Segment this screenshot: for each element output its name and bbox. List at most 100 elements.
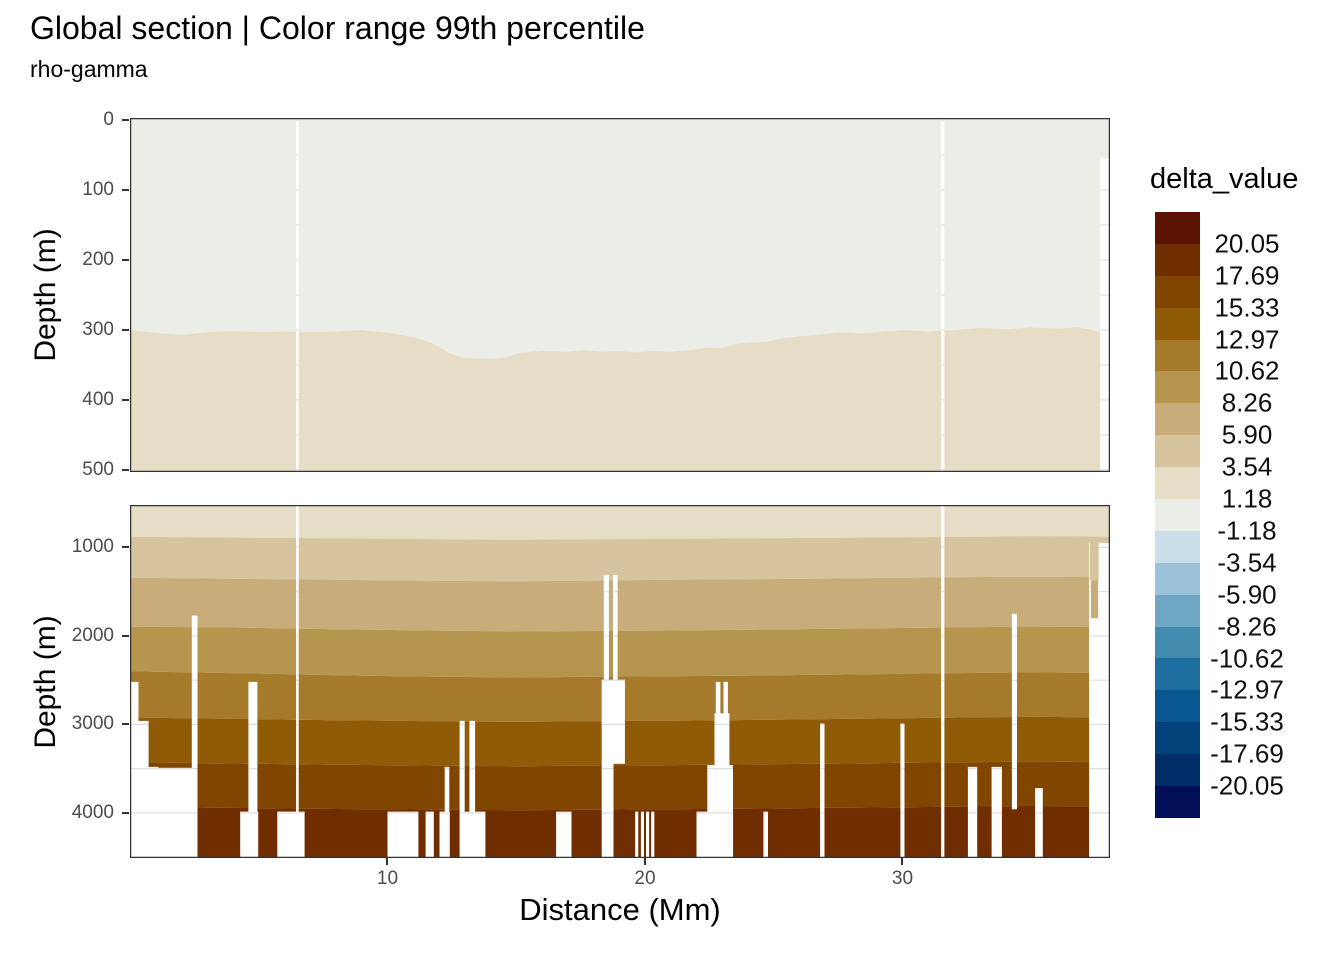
legend-color-segment: [1155, 562, 1200, 595]
contour-band: [130, 118, 1110, 359]
y-tick-mark: [122, 811, 129, 814]
missing-data-gap: [707, 765, 733, 858]
legend-break-label: 1.18: [1221, 483, 1273, 514]
missing-data-gap: [820, 723, 825, 858]
missing-data-gap: [462, 811, 486, 858]
missing-data-gap: [296, 505, 299, 858]
x-tick-label: 20: [634, 868, 656, 889]
missing-data-gap: [469, 720, 476, 858]
data-island: [1089, 543, 1099, 581]
legend-break-label: 20.05: [1214, 228, 1280, 259]
missing-data-gap: [613, 574, 618, 682]
missing-data-gap: [941, 505, 945, 858]
y-tick-label: 1000: [71, 536, 114, 558]
legend-break-label: 15.33: [1214, 292, 1280, 323]
legend-break-label: 10.62: [1214, 355, 1280, 386]
contour-band: [130, 806, 1110, 858]
legend-color-segment: [1155, 212, 1200, 244]
y-tick-label: 300: [82, 318, 114, 340]
y-tick-mark: [122, 634, 129, 637]
x-tick-mark: [386, 858, 389, 865]
legend-color-segment: [1155, 754, 1200, 787]
legend-break-label: -8.26: [1217, 611, 1277, 642]
legend-break-label: 5.90: [1221, 419, 1273, 450]
x-tick-label: 10: [376, 868, 399, 889]
missing-data-gap: [603, 574, 609, 682]
legend-color-segment: [1155, 786, 1200, 818]
legend-break-label: -3.54: [1217, 547, 1277, 578]
x-tick-mark: [643, 858, 646, 865]
legend-break-label: -5.90: [1217, 579, 1277, 610]
legend-color-segment: [1155, 530, 1200, 563]
legend-break-label: -12.97: [1210, 674, 1284, 705]
lower-depth-panel: [130, 505, 1110, 858]
legend-break-label: -15.33: [1210, 706, 1284, 737]
contour-band: [130, 505, 1110, 540]
missing-data-gap: [248, 681, 258, 858]
legend-color-segment: [1155, 594, 1200, 627]
y-tick-mark: [122, 328, 129, 331]
legend-color-segment: [1155, 275, 1200, 308]
y-tick-mark: [122, 259, 129, 262]
missing-data-gap: [191, 615, 198, 858]
y-tick-label: 400: [82, 388, 114, 410]
legend-break-label: -17.69: [1210, 738, 1284, 769]
upper-depth-panel: [130, 118, 1110, 472]
y-tick-label: 500: [82, 458, 114, 480]
contour-band: [130, 327, 1110, 472]
legend-color-segment: [1155, 722, 1200, 755]
y-tick-label: 2000: [71, 624, 114, 646]
legend-color-segment: [1155, 658, 1200, 691]
y-tick-label: 3000: [71, 713, 114, 735]
contour-band: [130, 626, 1110, 678]
missing-data-gap: [715, 681, 721, 715]
legend-color-segment: [1155, 403, 1200, 436]
legend-title: delta_value: [1150, 163, 1299, 195]
legend-break-label: 12.97: [1214, 324, 1280, 355]
missing-data-gap: [1089, 543, 1110, 858]
missing-data-gap: [387, 811, 419, 858]
missing-data-gap: [1011, 613, 1017, 810]
contour-band: [130, 536, 1110, 582]
missing-data-gap: [646, 811, 650, 858]
y-tick-mark: [122, 398, 129, 401]
missing-data-gap: [640, 811, 644, 858]
missing-data-gap: [439, 811, 450, 858]
legend-break-label: 3.54: [1221, 451, 1273, 482]
legend-color-segment: [1155, 307, 1200, 340]
missing-data-gap: [723, 681, 728, 715]
x-tick-mark: [901, 858, 904, 865]
legend-color-segment: [1155, 243, 1200, 276]
y-tick-mark: [122, 468, 129, 471]
missing-data-gap: [459, 720, 465, 858]
legend-color-segment: [1155, 690, 1200, 723]
legend-color-segment: [1155, 339, 1200, 372]
missing-data-gap: [556, 811, 572, 858]
missing-data-gap: [240, 811, 259, 858]
missing-data-gap: [763, 811, 768, 858]
legend-break-label: 8.26: [1221, 387, 1273, 418]
missing-data-gap: [635, 811, 639, 858]
legend-color-segment: [1155, 467, 1200, 500]
legend-break-label: 17.69: [1214, 260, 1280, 291]
data-island: [1090, 580, 1099, 619]
missing-data-gap: [425, 811, 434, 858]
missing-data-gap: [137, 720, 149, 858]
chart-subtitle: rho-gamma: [30, 56, 148, 82]
legend-color-segment: [1155, 435, 1200, 468]
legend-break-label: -10.62: [1210, 643, 1284, 674]
contour-band: [130, 761, 1110, 811]
legend-break-label: -20.05: [1210, 770, 1284, 801]
missing-data-gap: [1035, 788, 1043, 858]
panel-border: [130, 505, 1110, 858]
y-tick-label: 4000: [71, 801, 114, 823]
missing-data-gap: [130, 681, 139, 858]
y-tick-mark: [122, 189, 129, 192]
legend-break-label: -1.18: [1217, 515, 1277, 546]
missing-data-gap: [131, 811, 196, 858]
missing-data-gap: [601, 680, 625, 764]
chart-title: Global section | Color range 99th percen…: [30, 10, 645, 46]
missing-data-gap: [277, 811, 305, 858]
missing-data-gap: [651, 811, 655, 858]
